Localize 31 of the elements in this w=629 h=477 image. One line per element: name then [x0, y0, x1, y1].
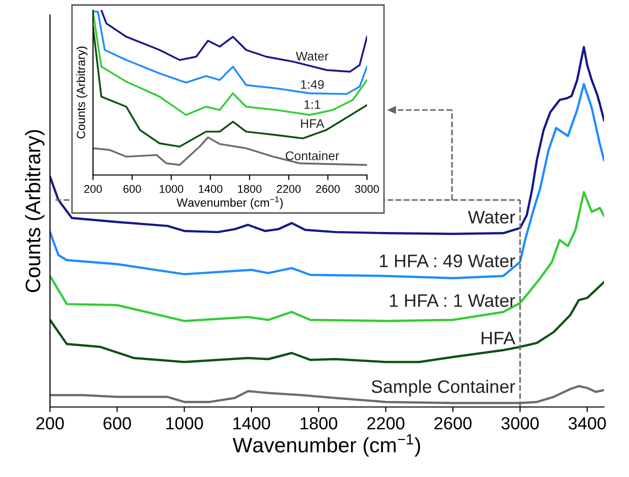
x-axis-title: Wavenumber (cm$^{−1}$) — [176, 196, 283, 210]
x-tick-label: 1000 — [160, 185, 184, 193]
series-label: Container — [286, 151, 340, 160]
x-tick-label: 2200 — [367, 417, 404, 430]
x-tick-label: 3000 — [355, 185, 379, 193]
y-axis-title: Counts (Arbitrary) — [76, 46, 88, 138]
x-tick-label: 3400 — [568, 417, 606, 430]
x-tick-label: 200 — [84, 185, 102, 193]
x-tick-label: 200 — [36, 417, 64, 430]
x-tick-label: 2600 — [316, 185, 340, 193]
series-label: 1 HFA : 49 Water — [380, 254, 516, 268]
series-label: 1 HFA : 1 Water — [390, 294, 516, 307]
series-label: Sample Container — [372, 380, 516, 397]
series-label: HFA — [482, 332, 516, 344]
series-label: HFA — [301, 119, 324, 128]
x-tick-label: 2600 — [434, 417, 472, 430]
y-axis-title: Counts (Arbitrary) — [25, 130, 44, 292]
x-tick-label: 1800 — [238, 185, 262, 193]
series-label: 1:49 — [300, 80, 324, 89]
x-tick-label: 2200 — [276, 185, 301, 193]
x-tick-label: 600 — [104, 417, 131, 430]
series-label: Water — [468, 210, 516, 224]
x-tick-label: 1400 — [198, 185, 222, 193]
x-tick-label: 1800 — [300, 417, 338, 430]
x-tick-label: 3000 — [501, 417, 539, 430]
x-tick-label: 1000 — [166, 417, 203, 430]
series-label: Water — [296, 52, 328, 61]
x-tick-label: 1400 — [233, 417, 270, 430]
x-axis-title: Wavenumber (cm$^{−1}$) — [232, 434, 420, 457]
x-tick-label: 600 — [123, 185, 141, 193]
series-label: 1:1 — [304, 100, 320, 109]
